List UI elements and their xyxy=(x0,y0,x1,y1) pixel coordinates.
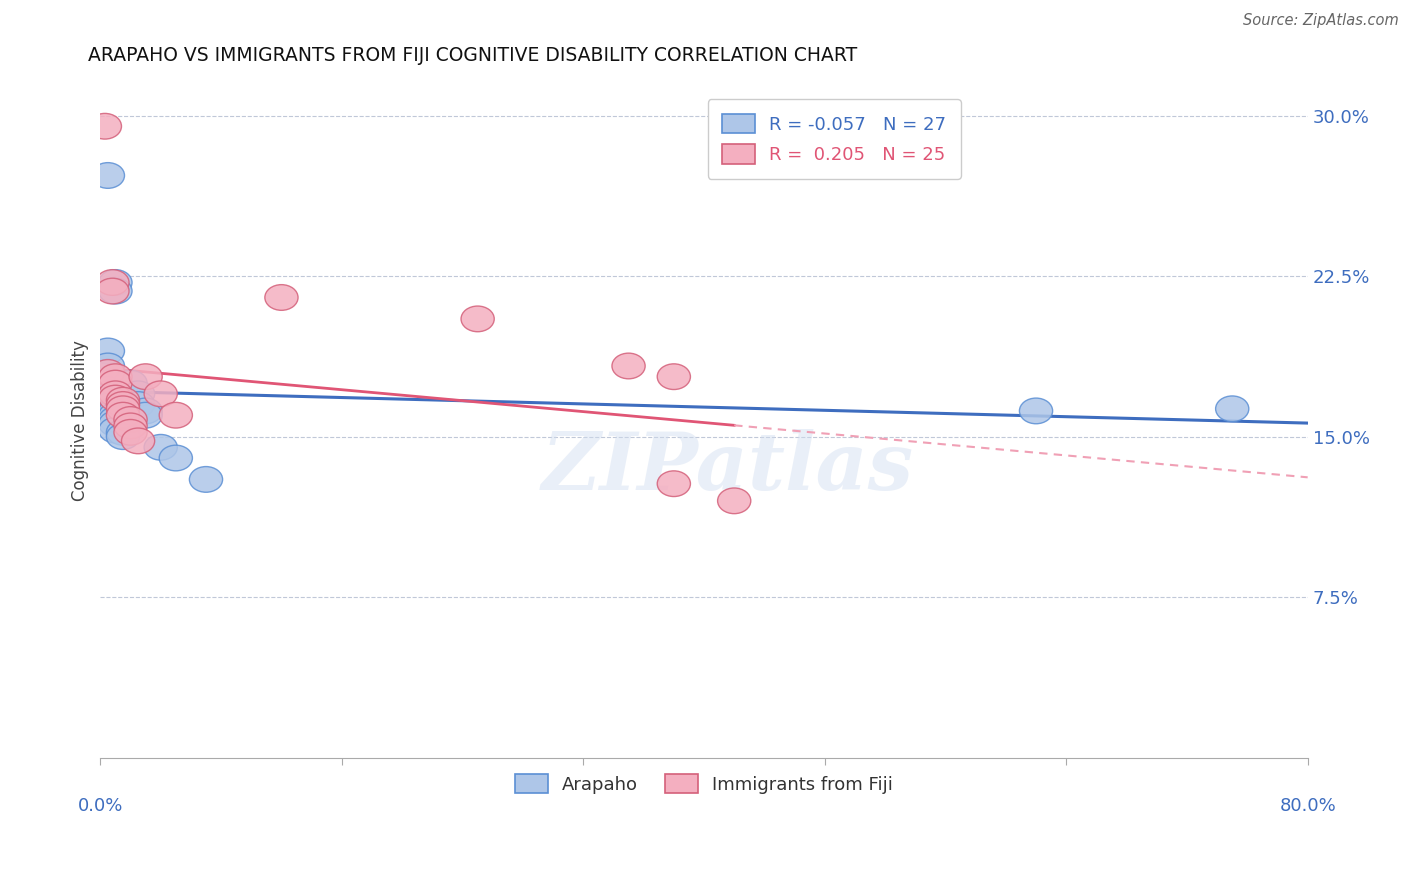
Text: 0.0%: 0.0% xyxy=(77,797,124,814)
Legend: Arapaho, Immigrants from Fiji: Arapaho, Immigrants from Fiji xyxy=(506,764,903,803)
Y-axis label: Cognitive Disability: Cognitive Disability xyxy=(72,340,89,501)
Text: ARAPAHO VS IMMIGRANTS FROM FIJI COGNITIVE DISABILITY CORRELATION CHART: ARAPAHO VS IMMIGRANTS FROM FIJI COGNITIV… xyxy=(89,46,858,65)
Text: Source: ZipAtlas.com: Source: ZipAtlas.com xyxy=(1243,13,1399,29)
Text: 80.0%: 80.0% xyxy=(1279,797,1336,814)
Text: ZIPatlas: ZIPatlas xyxy=(543,429,914,507)
